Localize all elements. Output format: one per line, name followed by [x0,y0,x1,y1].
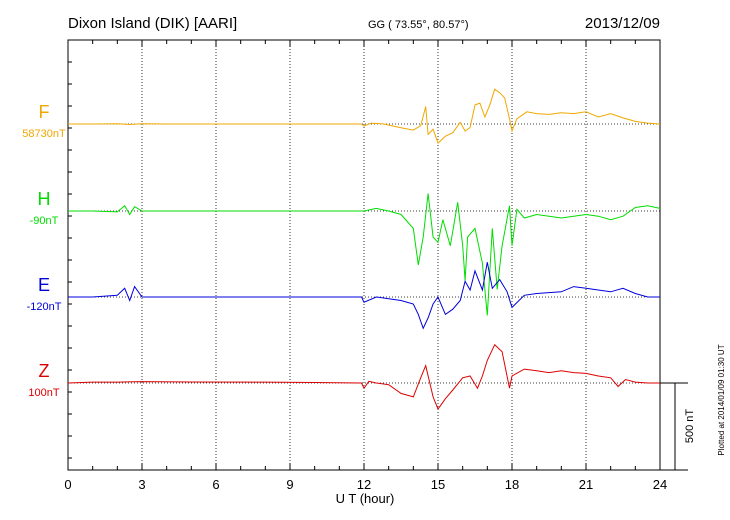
x-tick-label: 9 [286,477,293,492]
x-tick-label: 0 [64,477,71,492]
station-coords: GG ( 73.55°, 80.57°) [368,19,469,31]
x-axis-label: U T (hour) [336,491,395,506]
plot-date: 2013/12/09 [585,15,660,32]
x-tick-label: 15 [431,477,445,492]
station-title: Dixon Island (DIK) [AARI] [68,15,237,32]
x-tick-label: 21 [579,477,593,492]
series-labels: F 58730nT H -90nT E -120nT Z 100nT [22,102,66,399]
x-tick-label: 24 [653,477,667,492]
baseline-value-f: 58730nT [22,128,66,140]
series-label-z: Z [39,361,50,381]
scale-bar: 500 nT [660,382,696,471]
series-label-h: H [38,189,51,209]
scale-bar-label: 500 nT [684,409,696,444]
x-tick-label: 18 [505,477,519,492]
plotted-at-note: Plotted at 2014/01/09 01:30 UT [717,344,726,455]
baseline-value-h: -90nT [30,215,59,227]
x-axis: 0 3 6 9 12 15 18 21 24 [64,40,667,492]
trace-h [68,193,661,316]
trace-f [68,88,661,144]
baseline-value-z: 100nT [28,387,59,399]
traces [67,88,661,411]
x-tick-label: 6 [212,477,219,492]
trace-z [67,343,660,411]
baseline-value-e: -120nT [27,301,62,313]
series-label-e: E [38,275,50,295]
plot-frame [67,39,661,471]
x-tick-label: 3 [138,477,145,492]
trace-e [68,262,660,330]
x-tick-label: 12 [357,477,371,492]
grid [68,40,660,470]
series-label-f: F [39,102,50,122]
